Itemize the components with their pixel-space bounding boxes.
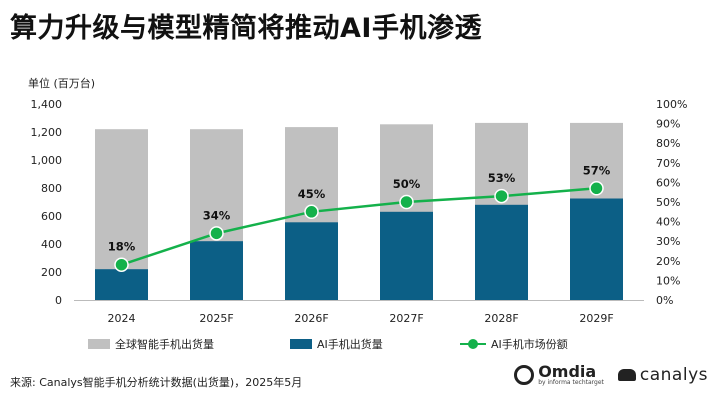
- x-tick-label: 2029F: [579, 312, 613, 325]
- share-point: [494, 188, 509, 204]
- share-point: [114, 257, 129, 272]
- omdia-logo-sub: by informa techtarget: [538, 379, 604, 386]
- canalys-logo-name: canalys: [639, 365, 708, 385]
- legend-item-share: AI手机市场份额: [460, 336, 568, 352]
- chart-title: 算力升级与模型精简将推动AI手机渗透: [10, 13, 482, 44]
- y-right-tick-label: 50%: [656, 196, 680, 209]
- x-tick-label: 2025F: [199, 312, 233, 325]
- y-right-tick-label: 70%: [656, 157, 680, 170]
- legend-swatch-ai: [290, 339, 312, 349]
- legend-item-total: 全球智能手机出货量: [88, 336, 214, 352]
- y-right-tick-label: 80%: [656, 137, 680, 150]
- bar-ai-shipments: [380, 211, 433, 300]
- y-left-tick-label: 400: [41, 238, 62, 251]
- y-right-tick-label: 0%: [656, 294, 673, 307]
- share-point: [209, 226, 224, 241]
- x-tick-label: 2024: [108, 312, 136, 325]
- legend-label-share: AI手机市场份额: [491, 338, 568, 351]
- y-right-tick-label: 40%: [656, 216, 680, 229]
- chart-legend: 全球智能手机出货量 AI手机出货量 AI手机市场份额: [0, 336, 720, 352]
- share-data-label: 45%: [298, 187, 326, 201]
- y-left-tick-label: 1,200: [31, 126, 63, 139]
- y-axis-unit-label: 单位 (百万台): [28, 77, 96, 90]
- source-note: 来源: Canalys智能手机分析统计数据(出货量)，2025年5月: [10, 376, 303, 389]
- legend-item-ai: AI手机出货量: [290, 336, 383, 352]
- logos: Omdia by informa techtarget canalys: [514, 364, 708, 386]
- y-right-tick-label: 100%: [656, 98, 687, 111]
- y-left-tick-label: 0: [55, 294, 62, 307]
- share-point: [399, 194, 414, 210]
- x-tick-label: 2027F: [389, 312, 423, 325]
- share-line: [121, 187, 597, 266]
- bar-ai-shipments: [475, 204, 528, 300]
- bar-ai-shipments: [95, 269, 148, 300]
- y-right-tick-label: 30%: [656, 235, 680, 248]
- share-data-label: 34%: [203, 208, 231, 222]
- share-point: [304, 204, 319, 220]
- bar-ai-shipments: [190, 241, 243, 300]
- share-data-label: 18%: [108, 240, 136, 254]
- legend-swatch-total: [88, 339, 110, 349]
- y-right-tick-label: 10%: [656, 274, 680, 287]
- canalys-logo-icon: [617, 369, 636, 381]
- y-right-tick-label: 90%: [656, 118, 680, 131]
- bar-ai-shipments: [285, 222, 338, 300]
- legend-label-total: 全球智能手机出货量: [115, 338, 214, 351]
- omdia-logo-icon: [514, 365, 535, 385]
- share-point: [589, 181, 604, 196]
- y-right-tick-label: 60%: [656, 176, 680, 189]
- y-left-tick-label: 1,400: [31, 98, 63, 111]
- x-tick-label: 2028F: [484, 312, 518, 325]
- legend-label-ai: AI手机出货量: [317, 338, 383, 351]
- y-left-tick-label: 800: [41, 182, 62, 195]
- y-left-tick-label: 200: [41, 266, 62, 279]
- share-data-label: 57%: [583, 163, 611, 177]
- omdia-logo: Omdia by informa techtarget: [514, 364, 604, 386]
- canalys-logo: canalys: [617, 365, 708, 385]
- y-right-tick-label: 20%: [656, 255, 680, 268]
- share-data-label: 50%: [393, 177, 421, 191]
- y-left-tick-label: 1,000: [31, 154, 63, 167]
- x-tick-label: 2026F: [294, 312, 328, 325]
- legend-swatch-share: [460, 338, 486, 350]
- y-left-tick-label: 600: [41, 210, 62, 223]
- share-data-label: 53%: [488, 171, 516, 185]
- bar-ai-shipments: [570, 198, 623, 300]
- omdia-logo-name: Omdia: [538, 362, 597, 381]
